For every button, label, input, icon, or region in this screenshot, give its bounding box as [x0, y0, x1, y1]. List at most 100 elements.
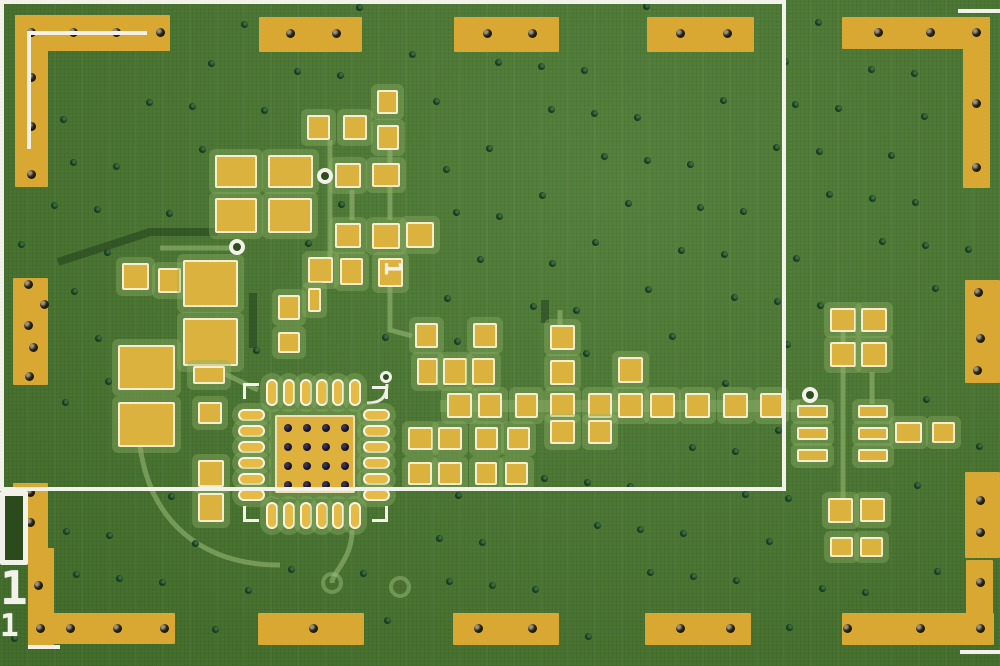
field-via	[106, 532, 113, 539]
edge-pad	[454, 17, 559, 52]
field-via	[733, 577, 740, 584]
smd-pad	[377, 90, 398, 114]
field-via	[721, 251, 728, 258]
field-via	[51, 202, 58, 209]
field-via	[689, 444, 696, 451]
field-via	[495, 59, 502, 66]
field-via	[594, 522, 601, 529]
field-via	[868, 66, 875, 73]
field-via	[548, 106, 555, 113]
ic-thermal-via	[322, 443, 330, 451]
ic-corner-bracket	[243, 383, 259, 399]
field-via	[793, 255, 800, 262]
silk-corner-mark	[960, 650, 1000, 654]
field-via	[912, 199, 919, 206]
smd-pad	[447, 393, 472, 418]
silk-ref-designator: 1	[0, 561, 28, 615]
edge-pad	[259, 17, 362, 52]
smd-pad	[550, 420, 575, 444]
edge-pad	[13, 278, 48, 385]
edge-pad	[453, 613, 559, 645]
field-via	[625, 200, 632, 207]
field-via	[382, 334, 389, 341]
smd-pad	[183, 260, 238, 307]
smd-pad	[650, 393, 675, 418]
smd-pad	[858, 449, 888, 462]
field-via	[549, 260, 556, 267]
edge-via	[36, 624, 45, 633]
smd-pad	[198, 460, 224, 487]
ic-pin-pad	[363, 441, 390, 453]
field-via	[815, 19, 822, 26]
field-via	[486, 145, 493, 152]
field-via	[436, 535, 443, 542]
field-via	[166, 210, 173, 217]
field-via	[720, 97, 727, 104]
smd-pad	[417, 358, 438, 385]
ic-thermal-via	[284, 424, 292, 432]
smd-pad	[340, 258, 363, 285]
field-via	[532, 586, 539, 593]
field-via	[680, 530, 687, 537]
field-via	[356, 4, 363, 11]
field-via	[643, 3, 650, 10]
edge-via	[156, 28, 165, 37]
field-via	[792, 101, 799, 108]
field-via	[539, 192, 546, 199]
field-via	[634, 114, 641, 121]
field-via	[627, 483, 634, 490]
ic-pin-pad	[238, 441, 265, 453]
smd-pad	[830, 308, 856, 332]
edge-via	[27, 122, 36, 131]
trace	[137, 445, 281, 568]
trace	[329, 529, 355, 584]
ic-pin-pad	[238, 473, 265, 485]
field-via	[62, 399, 69, 406]
ic-pin-pad	[238, 457, 265, 469]
smd-pad	[308, 257, 333, 283]
edge-via	[973, 366, 982, 375]
smd-pad	[507, 427, 530, 450]
edge-via	[843, 624, 852, 633]
ic-thermal-via	[341, 481, 349, 489]
smd-pad	[473, 323, 497, 348]
field-via	[116, 575, 123, 582]
field-via	[591, 110, 598, 117]
field-via	[241, 21, 248, 28]
edge-via	[528, 29, 537, 38]
ic-thermal-via	[284, 443, 292, 451]
field-via	[253, 347, 260, 354]
field-via	[645, 286, 652, 293]
smd-pad	[198, 402, 222, 424]
edge-pad	[965, 280, 1000, 383]
field-via	[637, 526, 644, 533]
trace	[56, 228, 218, 266]
field-via	[932, 285, 939, 292]
field-via	[444, 295, 451, 302]
field-via	[541, 475, 548, 482]
smd-pad	[198, 493, 224, 522]
field-via	[94, 206, 101, 213]
edge-via	[976, 528, 985, 537]
field-via	[384, 617, 391, 624]
pin1-label: 1	[0, 608, 19, 644]
field-via	[921, 113, 928, 120]
smd-pad	[797, 427, 828, 440]
fiducial-mark-icon	[802, 387, 818, 403]
edge-via	[160, 624, 169, 633]
field-via	[409, 51, 416, 58]
fiducial-mark-icon	[380, 371, 392, 383]
smd-pad	[475, 427, 498, 450]
field-via	[70, 159, 77, 166]
fiducial-mark-icon	[317, 168, 333, 184]
field-via	[433, 98, 440, 105]
smd-pad	[343, 115, 367, 140]
edge-via	[972, 28, 981, 37]
edge-via	[24, 280, 33, 289]
trace	[387, 285, 413, 339]
smd-pad	[118, 345, 175, 390]
field-via	[337, 72, 344, 79]
edge-via	[528, 624, 537, 633]
field-via	[105, 378, 112, 385]
